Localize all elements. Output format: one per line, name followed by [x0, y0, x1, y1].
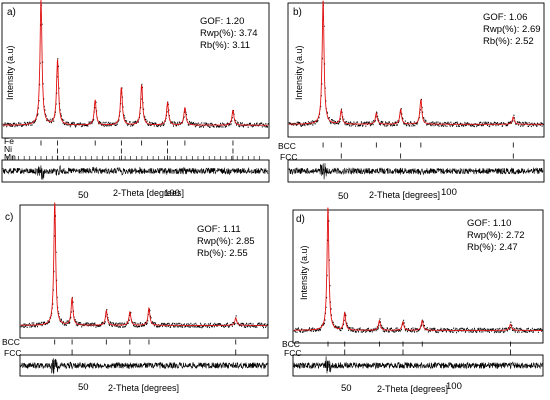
x-tick-50: 50: [78, 190, 89, 201]
x-tick-100: 100: [446, 381, 462, 392]
difference-plot-frame: [19, 354, 269, 377]
phase-label-bcc: BCC: [278, 141, 296, 151]
phase-label-fcc: FCC: [284, 348, 301, 358]
difference-curve: [2, 164, 269, 180]
difference-curve: [293, 356, 543, 374]
rwp-stat: Rwp(%): 2.85: [197, 236, 255, 247]
panel-a: a) GOF: 1.20 Rwp(%): 3.74 Rb(%): 3.11 In…: [1, 0, 270, 201]
rb-stat: Rb(%): 2.47: [467, 242, 518, 253]
difference-curve: [288, 163, 544, 180]
calculated-profile: [20, 202, 268, 326]
gof-stat: GOF: 1.11: [197, 224, 241, 235]
rb-stat: Rb(%): 2.52: [483, 36, 534, 47]
panel-letter: b): [293, 7, 302, 18]
phase-label-fcc: FCC: [4, 348, 21, 358]
main-plot-frame: [19, 204, 269, 339]
gof-stat: GOF: 1.10: [467, 218, 511, 229]
x-axis-label: 2-Theta [degrees]: [113, 188, 184, 198]
rwp-stat: Rwp(%): 2.72: [467, 230, 525, 241]
difference-curve: [20, 358, 268, 375]
panel-letter: c): [5, 212, 13, 223]
main-plot-frame: [1, 2, 270, 139]
x-tick-50: 50: [78, 382, 89, 393]
rwp-stat: Rwp(%): 3.74: [200, 28, 258, 39]
x-tick-50: 50: [338, 191, 349, 202]
gof-stat: GOF: 1.06: [483, 12, 527, 23]
x-tick-100: 100: [164, 188, 180, 199]
y-axis-label: Intensity (a.u): [5, 45, 15, 100]
calculated-profile: [288, 0, 544, 125]
x-axis-label: 2-Theta [degrees]: [369, 190, 440, 200]
phase-label-fcc: FCC: [280, 152, 297, 162]
phase-label-bcc: BCC: [282, 339, 300, 349]
x-axis-label: 2-Theta [degrees]: [108, 383, 179, 393]
difference-plot-frame: [292, 354, 544, 377]
rb-stat: Rb(%): 3.11: [200, 40, 250, 51]
main-plot-frame: [287, 2, 545, 138]
calculated-profile: [293, 207, 543, 331]
phase-label-fe: Fe: [4, 136, 14, 146]
panel-letter: a): [7, 7, 16, 18]
calculated-profile: [2, 0, 269, 126]
x-axis-label: 2-Theta [degrees]: [377, 384, 448, 394]
rwp-stat: Rwp(%): 2.69: [483, 24, 541, 35]
x-tick-100: 100: [441, 187, 457, 198]
y-axis-label: Intensity (a.u): [299, 245, 309, 300]
y-axis-label: Intensity (a.u): [294, 45, 304, 100]
phase-label-ni: Ni: [4, 144, 12, 154]
main-plot-frame: [292, 209, 544, 344]
phase-label-mn: Mn: [4, 152, 16, 162]
panel-b: b) GOF: 1.06 Rwp(%): 2.69 Rb(%): 2.52 In…: [278, 0, 545, 202]
panel-c: c) GOF: 1.11 Rwp(%): 2.85 Rb(%): 2.55 BC…: [2, 202, 269, 393]
difference-plot-frame: [1, 159, 270, 183]
panel-letter: d): [296, 214, 305, 225]
rb-stat: Rb(%): 2.55: [197, 248, 248, 259]
phase-label-bcc: BCC: [2, 337, 20, 347]
panel-d: d) GOF: 1.10 Rwp(%): 2.72 Rb(%): 2.47 In…: [282, 207, 544, 394]
difference-plot-frame: [287, 159, 545, 183]
x-tick-50: 50: [341, 383, 352, 394]
gof-stat: GOF: 1.20: [200, 16, 244, 27]
